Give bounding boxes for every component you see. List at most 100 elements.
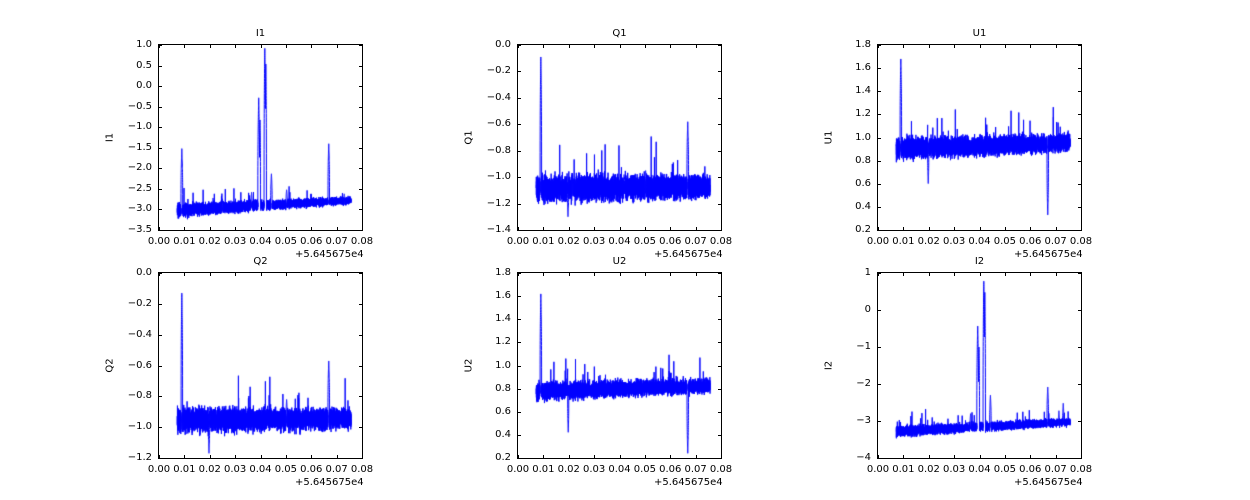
panel-u1-yticklabel: 0.2 [855,224,871,235]
panel-q1-ytick-right [718,204,722,205]
panel-u1-xtick [980,227,981,231]
panel-u2-yticklabel: 1.2 [495,336,511,348]
panel-q1-xtick [569,227,570,231]
panel-u1-xtick-top [1005,44,1006,48]
panel-i1-yticklabel: 1.0 [136,39,152,50]
panel-i2-ytick [877,421,881,422]
panel-u1-ytick [877,91,881,92]
panel-q2-xtick [337,455,338,459]
panel-i2-xtick [1005,455,1006,459]
panel-u1-xtick [903,227,904,231]
panel-q1-ytick [517,71,521,72]
panel-u2-ytick [517,435,521,436]
panel-i1-ytick [158,86,162,87]
panel-q2-xticklabel: 0.03 [223,464,247,475]
panel-i2-xticklabel: 0.03 [942,464,966,475]
panel-u2-xtick [721,455,722,459]
panel-i2-yticklabel: −1 [856,341,871,352]
panel-u1-xticklabel: 0.03 [942,236,966,247]
panel-q2-ytick [158,304,162,305]
panel-i1-ytick-right [359,86,363,87]
panel-u1-xtick [1030,227,1031,231]
panel-u1-xtick [1056,227,1057,231]
panel-q1-ytick-right [718,98,722,99]
panel-q1-xtick-top [670,44,671,48]
panel-i1-ytick-right [359,230,363,231]
panel-u1-ytick [877,138,881,139]
panel-u1-ytick [877,230,881,231]
panel-q1-xtick-top [594,44,595,48]
panel-u2-xtick [543,455,544,459]
panel-i1-ytick [158,209,162,210]
panel-q2-yticklabel: −0.6 [127,359,152,371]
panel-q1-xtick [721,227,722,231]
panel-q1-ytick [517,124,521,125]
panel-q2-xtick [235,455,236,459]
panel-u1-xticklabel: 0.06 [1019,236,1042,247]
panel-q1-xticklabel: 0.02 [557,236,580,247]
panel-i2-xtick-top [929,272,930,276]
panel-q2-ytick [158,335,162,336]
panel-q1-ytick-right [718,124,722,125]
panel-i1-ytick-right [359,209,363,210]
panel-i1-xticklabel: 0.01 [173,236,196,247]
panel-u2-ytick-right [718,273,722,274]
panel-q2-ytick-right [359,304,363,305]
panel-q2-xticklabel: 0.01 [173,464,196,475]
panel-u1-ytick-right [1078,207,1082,208]
panel-u1-yticklabel: 0.4 [855,200,871,212]
panel-u2-ytick-right [718,296,722,297]
panel-i2-ytick [877,273,881,274]
panel-i2-axes [877,272,1082,459]
panel-u2-xticklabel: 0.07 [684,464,707,475]
panel-q1-ytick-right [718,151,722,152]
panel-u1-xticklabel: 0.04 [968,236,991,247]
panel-i1-plot-area [159,45,362,230]
panel-u1-ytick-right [1078,45,1082,46]
panel-q1-ytick [517,98,521,99]
panel-i2-xticklabel: 0.04 [968,464,991,475]
panel-q1-xtick-top [620,44,621,48]
panel-q2-xtick-top [235,272,236,276]
panel-u1-xtick-top [878,44,879,48]
panel-i2-yticklabel: −2 [856,378,871,389]
panel-u2-ytick [517,458,521,459]
panel-u1-ytick [877,184,881,185]
panel-q1-xticklabel: 0.01 [532,236,555,247]
panel-u1-xtick [1081,227,1082,231]
panel-u1-xtick [878,227,879,231]
panel-q1-xtick-top [645,44,646,48]
panel-u1-yticklabel: 0.8 [855,154,871,166]
panel-i1-ytick-right [359,107,363,108]
panel-u2-title: U2 [612,256,627,267]
panel-q1-xticklabel: 0.05 [633,236,656,247]
panel-u2-ytick-right [718,342,722,343]
panel-q2-ytick-right [359,273,363,274]
panel-q2-xtick-top [261,272,262,276]
panel-i1-xtick [159,227,160,231]
panel-i1-xtick-top [311,44,312,48]
panel-q2-xtick [311,455,312,459]
panel-u2-yticklabel: 1.4 [495,313,511,325]
panel-u1-xtick-top [929,44,930,48]
panel-u2-xticklabel: 0.05 [633,464,656,475]
panel-q1-ytick [517,204,521,205]
panel-i1-x-offset-text: +5.645675e4 [295,249,364,260]
panel-i2-xtick-top [954,272,955,276]
panel-i1-ytick [158,107,162,108]
panel-q2-title: Q2 [253,256,268,267]
panel-u2-xtick [696,455,697,459]
panel-q1-ytick [517,151,521,152]
panel-i2-ytick [877,384,881,385]
panel-i2-xticklabel: 0.02 [917,464,940,475]
panel-i1-xtick-top [286,44,287,48]
panel-q2-ytick-right [359,335,363,336]
panel-i1-xtick-top [159,44,160,48]
panel-q1-xtick [696,227,697,231]
panel-i2-ytick-right [1078,384,1082,385]
panel-i1-xtick-top [235,44,236,48]
panel-i1-yticklabel: −2.5 [127,182,152,194]
panel-q2-xticklabel: 0.02 [198,464,221,475]
